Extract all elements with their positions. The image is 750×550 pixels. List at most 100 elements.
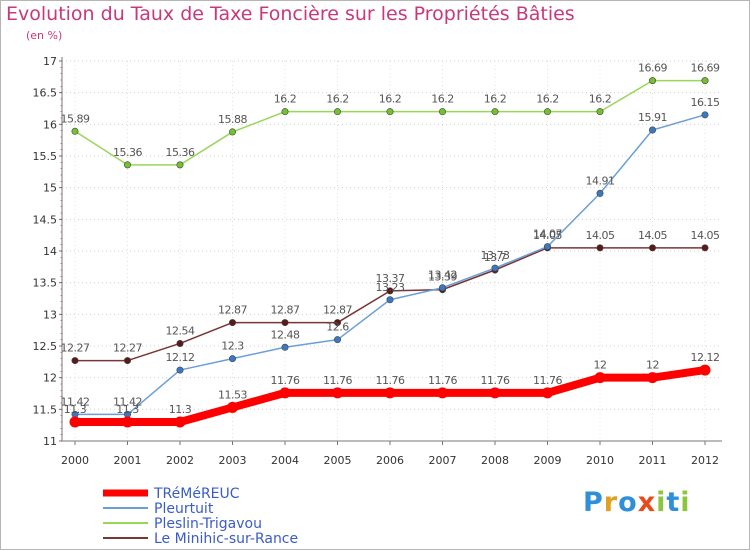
- x-tick-label: 2009: [534, 454, 562, 467]
- series-line-le-minihic-sur-rance: [74, 247, 706, 362]
- data-point: [386, 296, 394, 304]
- data-label: 16.2: [536, 93, 559, 106]
- data-label: 15.91: [638, 111, 667, 124]
- data-point: [333, 108, 341, 116]
- data-label: 12.48: [271, 328, 300, 341]
- data-point: [176, 339, 184, 347]
- x-tick-label: 2004: [271, 454, 299, 467]
- data-label: 11.76: [323, 374, 352, 387]
- data-label: 12.6: [326, 321, 349, 334]
- data-point: [281, 108, 289, 116]
- data-point: [701, 244, 709, 252]
- y-tick-label: 13.5: [33, 277, 58, 290]
- x-tick-label: 2008: [481, 454, 509, 467]
- data-point: [594, 372, 606, 384]
- data-label: 11.3: [64, 403, 87, 416]
- data-point: [176, 366, 184, 374]
- data-label: 13.37: [376, 272, 405, 285]
- data-label: 15.89: [61, 112, 90, 125]
- y-tick-label: 14: [43, 245, 57, 258]
- data-point: [386, 287, 394, 295]
- data-label: 11.76: [271, 374, 300, 387]
- y-tick-label: 11.5: [33, 403, 58, 416]
- y-tick-label: 16.5: [33, 87, 58, 100]
- data-point: [648, 126, 656, 134]
- data-label: 16.2: [484, 93, 507, 106]
- data-label: 16.15: [691, 96, 720, 109]
- data-point: [438, 108, 446, 116]
- data-label: 12.27: [61, 342, 90, 355]
- data-label: 16.2: [379, 93, 402, 106]
- x-tick-label: 2010: [586, 454, 614, 467]
- data-point: [122, 416, 133, 428]
- data-point: [491, 264, 499, 272]
- data-label: 12: [594, 359, 607, 372]
- data-label: 11.76: [481, 374, 510, 387]
- data-label: 16.69: [691, 62, 720, 75]
- y-tick-label: 12.5: [33, 340, 58, 353]
- data-point: [229, 319, 237, 327]
- data-label: 11.3: [169, 403, 192, 416]
- x-tick-label: 2005: [324, 454, 352, 467]
- data-point: [229, 128, 237, 136]
- logo-letter: P: [583, 487, 604, 518]
- data-point: [281, 343, 289, 351]
- data-label: 14.05: [533, 229, 562, 242]
- y-tick-label: 17: [43, 55, 57, 68]
- data-point: [386, 108, 394, 116]
- logo-letter: t: [666, 487, 681, 518]
- x-tick-label: 2002: [166, 454, 194, 467]
- data-label: 14.05: [691, 229, 720, 242]
- data-point: [279, 387, 291, 399]
- data-label: 16.2: [431, 93, 454, 106]
- data-label: 13.73: [481, 249, 510, 262]
- y-tick-label: 12: [43, 372, 57, 385]
- data-label: 14.05: [586, 229, 615, 242]
- data-point: [596, 244, 604, 252]
- data-label: 12.27: [113, 342, 142, 355]
- data-label: 13.39: [428, 271, 457, 284]
- y-tick-label: 13: [43, 308, 57, 321]
- y-axis-unit: (en %): [26, 29, 63, 42]
- data-label: 15.36: [113, 146, 142, 159]
- data-label: 12.12: [691, 351, 720, 364]
- data-point: [543, 243, 551, 251]
- data-point: [647, 372, 658, 384]
- data-point: [543, 108, 551, 116]
- data-label: 12.87: [323, 304, 352, 317]
- data-label: 13.42: [428, 269, 457, 282]
- x-tick-label: 2003: [219, 454, 247, 467]
- legend-label: Le Minihic-sur-Rance: [154, 531, 298, 547]
- data-point: [701, 77, 709, 85]
- data-label: 12.12: [166, 351, 195, 364]
- data-point: [124, 357, 132, 365]
- y-tick-label: 14.5: [33, 213, 58, 226]
- y-tick-label: 15: [43, 182, 57, 195]
- data-label: 16.69: [638, 62, 667, 75]
- x-tick-label: 2011: [639, 454, 667, 467]
- logo-letter: i: [656, 487, 667, 518]
- logo-letter: x: [637, 487, 657, 518]
- data-label: 11.76: [376, 374, 405, 387]
- data-label: 11.3: [116, 403, 139, 416]
- data-point: [596, 108, 604, 116]
- legend-label: TRéMéREUC: [153, 486, 240, 502]
- legend-label: Pleslin-Trigavou: [154, 516, 262, 532]
- data-point: [648, 244, 656, 252]
- data-point: [124, 161, 132, 169]
- data-label: 13.7: [484, 251, 507, 264]
- data-point: [71, 127, 79, 135]
- data-point: [176, 161, 184, 169]
- y-tick-label: 16: [43, 118, 57, 131]
- data-point: [332, 387, 343, 399]
- logo-letter: r: [603, 487, 619, 518]
- data-label: 16.2: [326, 93, 349, 106]
- data-point: [229, 355, 237, 363]
- data-point: [227, 401, 238, 413]
- data-point: [333, 336, 341, 344]
- x-tick-label: 2006: [376, 454, 404, 467]
- data-label: 15.88: [218, 113, 247, 126]
- data-point: [701, 111, 709, 119]
